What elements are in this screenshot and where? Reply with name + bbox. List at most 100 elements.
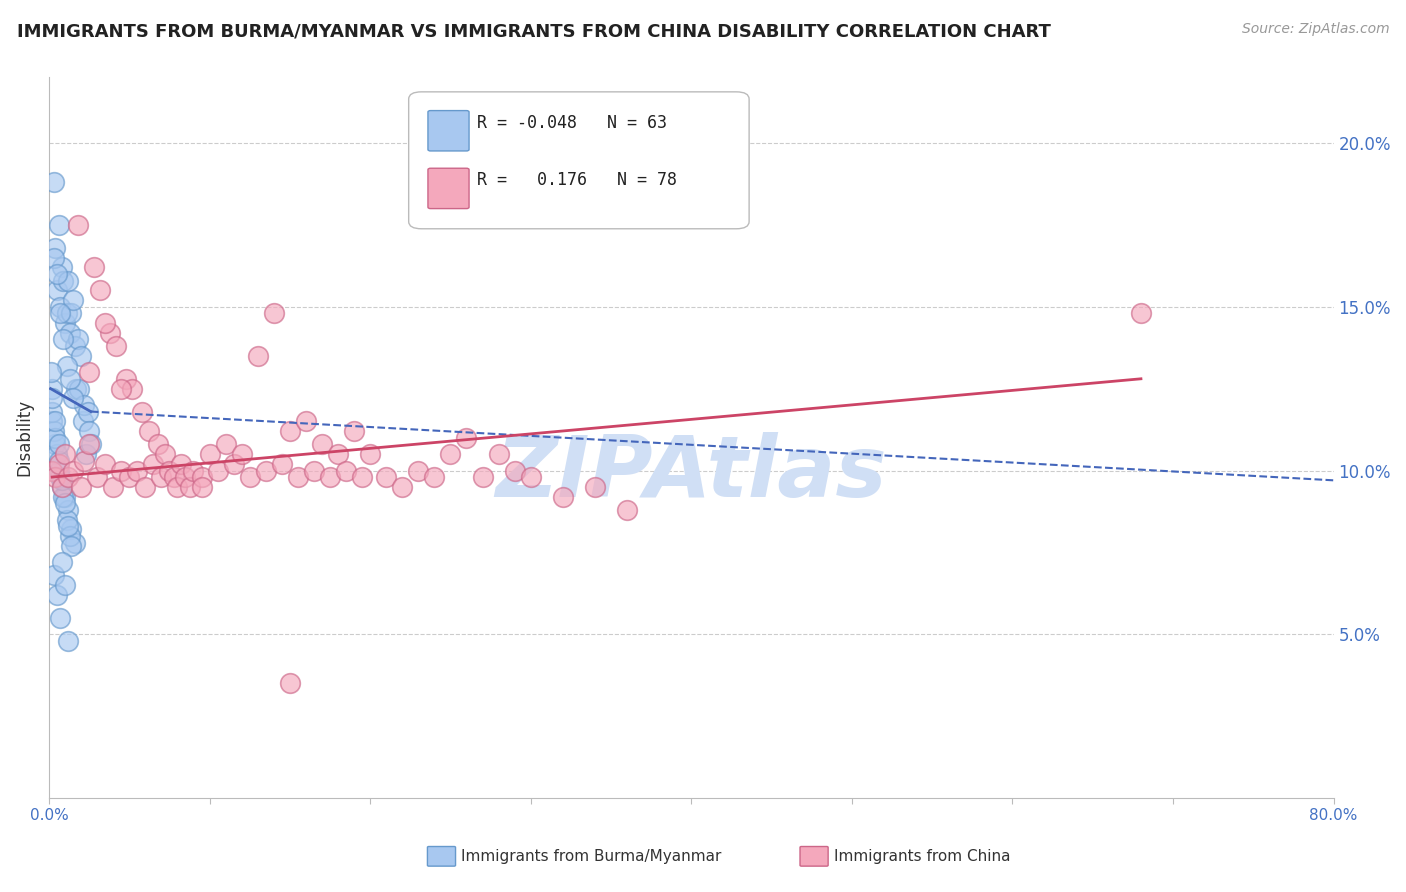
- Point: [73, 453, 96, 467]
- Point: [121, 382, 143, 396]
- Point: [359, 447, 381, 461]
- Point: [60, 539, 83, 553]
- Point: [551, 490, 574, 504]
- Point: [52, 490, 75, 504]
- Point: [70, 480, 93, 494]
- Point: [59, 529, 82, 543]
- Point: [471, 470, 494, 484]
- Point: [319, 470, 342, 484]
- Point: [60, 523, 83, 537]
- Point: [44, 414, 66, 428]
- Text: IMMIGRANTS FROM BURMA/MYANMAR VS IMMIGRANTS FROM CHINA DISABILITY CORRELATION CH: IMMIGRANTS FROM BURMA/MYANMAR VS IMMIGRA…: [17, 22, 1050, 40]
- Point: [41, 404, 63, 418]
- Point: [52, 333, 75, 347]
- Point: [214, 437, 236, 451]
- Point: [278, 676, 301, 690]
- Point: [53, 316, 76, 330]
- Point: [616, 503, 638, 517]
- Point: [41, 382, 63, 396]
- Point: [53, 578, 76, 592]
- Point: [183, 463, 205, 477]
- Point: [311, 437, 333, 451]
- Point: [488, 447, 510, 461]
- Point: [103, 480, 125, 494]
- Point: [163, 470, 186, 484]
- Point: [46, 447, 69, 461]
- Point: [157, 463, 180, 477]
- Point: [42, 424, 65, 438]
- Point: [503, 463, 526, 477]
- Point: [66, 333, 89, 347]
- Point: [150, 470, 173, 484]
- Point: [105, 339, 128, 353]
- Point: [335, 463, 357, 477]
- Point: [174, 470, 197, 484]
- Point: [65, 382, 87, 396]
- Point: [48, 453, 70, 467]
- Point: [51, 480, 73, 494]
- Point: [52, 273, 75, 287]
- Point: [63, 339, 86, 353]
- Point: [59, 372, 82, 386]
- Point: [62, 392, 84, 406]
- Point: [153, 447, 176, 461]
- Point: [270, 457, 292, 471]
- Point: [72, 414, 94, 428]
- Point: [42, 251, 65, 265]
- Point: [190, 470, 212, 484]
- Point: [115, 372, 138, 386]
- FancyBboxPatch shape: [427, 111, 470, 151]
- Point: [169, 457, 191, 471]
- Point: [70, 349, 93, 363]
- Point: [55, 513, 77, 527]
- Point: [391, 480, 413, 494]
- Point: [76, 404, 98, 418]
- Point: [134, 480, 156, 494]
- Point: [166, 480, 188, 494]
- Point: [326, 447, 349, 461]
- Point: [278, 424, 301, 438]
- Point: [44, 437, 66, 451]
- Point: [51, 260, 73, 275]
- Point: [66, 218, 89, 232]
- Point: [48, 218, 70, 232]
- Point: [86, 470, 108, 484]
- Point: [41, 392, 63, 406]
- Point: [51, 555, 73, 569]
- Point: [263, 306, 285, 320]
- Point: [73, 398, 96, 412]
- Point: [94, 316, 117, 330]
- Point: [58, 519, 80, 533]
- Point: [80, 437, 103, 451]
- Point: [146, 437, 169, 451]
- Point: [55, 306, 77, 320]
- Point: [53, 496, 76, 510]
- Point: [343, 424, 366, 438]
- Point: [89, 284, 111, 298]
- Point: [110, 382, 132, 396]
- Point: [239, 470, 262, 484]
- Point: [98, 326, 121, 340]
- Point: [44, 431, 66, 445]
- Point: [42, 175, 65, 189]
- Point: [254, 463, 277, 477]
- Text: Immigrants from Burma/Myanmar: Immigrants from Burma/Myanmar: [461, 849, 721, 863]
- Point: [75, 447, 97, 461]
- Point: [60, 306, 83, 320]
- Point: [1129, 306, 1152, 320]
- Point: [77, 365, 100, 379]
- Point: [231, 447, 253, 461]
- Point: [110, 463, 132, 477]
- Point: [583, 480, 606, 494]
- Point: [138, 424, 160, 438]
- Point: [207, 463, 229, 477]
- Point: [352, 470, 374, 484]
- Point: [69, 382, 91, 396]
- Point: [49, 300, 72, 314]
- Point: [456, 431, 478, 445]
- Text: R = -0.048   N = 63: R = -0.048 N = 63: [477, 114, 666, 132]
- Point: [127, 463, 149, 477]
- Point: [295, 414, 318, 428]
- Point: [49, 611, 72, 625]
- Point: [48, 437, 70, 451]
